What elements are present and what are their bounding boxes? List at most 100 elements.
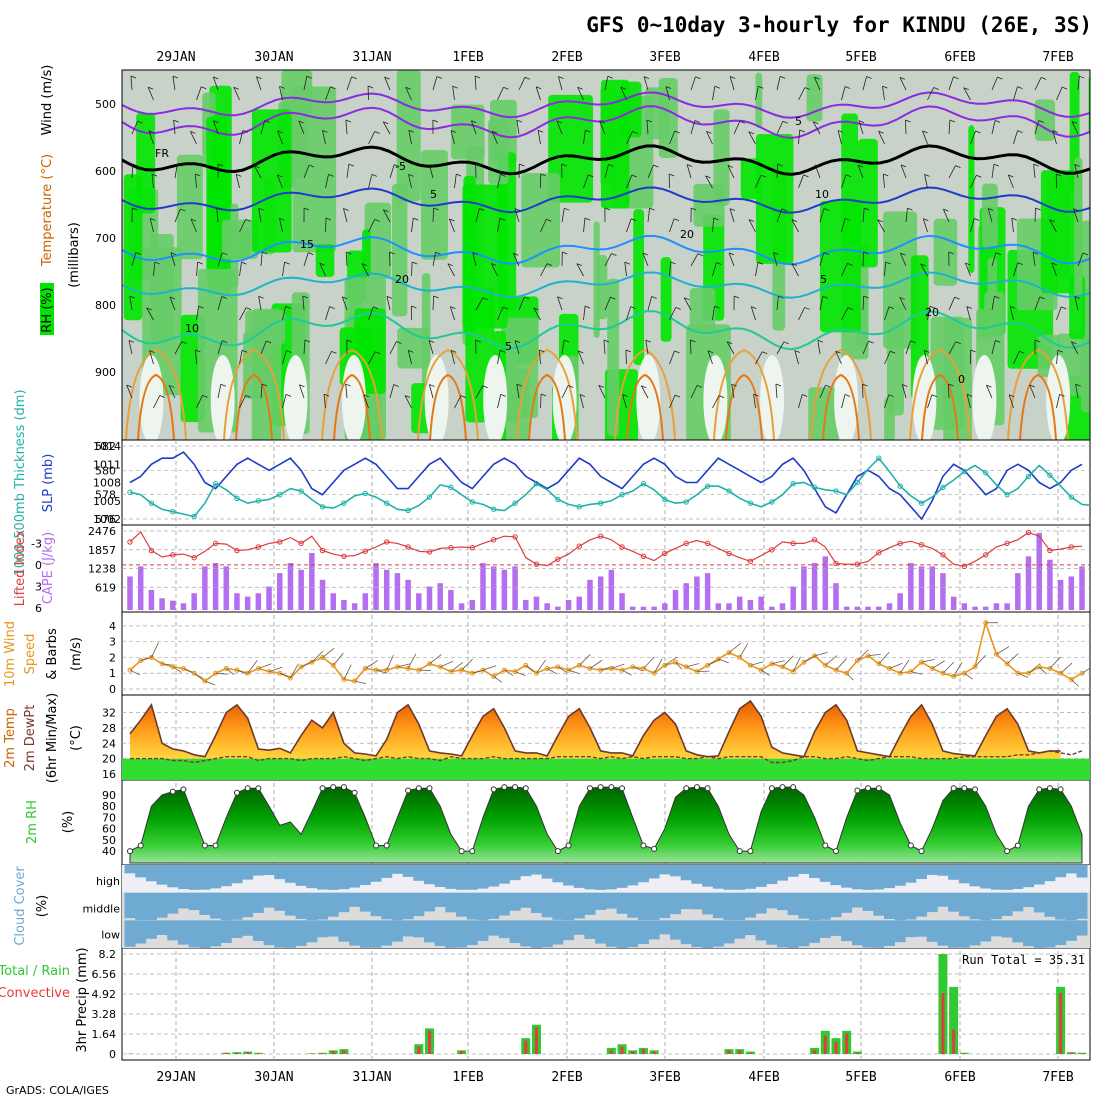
wind-barb-flag: [499, 217, 506, 221]
cloud-cell: [937, 865, 949, 876]
wind-barb-flag: [429, 340, 435, 343]
wind-barb: [1011, 218, 1014, 233]
cloud-cell: [958, 892, 970, 917]
wind-barb: [899, 297, 907, 311]
wind-barb-flag: [630, 306, 636, 309]
wind-barb-flag: [696, 385, 703, 388]
wind-barb: [970, 218, 975, 233]
wind-barb-flag: [825, 384, 831, 388]
wind-speed-point: [1015, 670, 1021, 676]
wind-barb-flag: [714, 85, 720, 89]
wind-barb-flag: [367, 85, 374, 89]
wind-barb-10m: [1017, 672, 1029, 678]
cloud-cell: [231, 892, 243, 920]
li-point: [191, 555, 197, 561]
wind-barb: [798, 307, 806, 321]
wind-speed-point: [844, 670, 850, 676]
wind-barb-flag: [568, 385, 574, 388]
wind-barb-10m: [792, 656, 801, 672]
wind-barb-flag: [931, 394, 938, 398]
wind-barb-10m: [675, 661, 683, 670]
wind-barb: [253, 165, 262, 179]
cloud-cell: [1065, 865, 1077, 874]
wind-barb-flag: [775, 383, 782, 387]
thickness-point: [790, 481, 796, 487]
cloud-cell: [177, 920, 189, 945]
wind-barb-flag: [646, 119, 653, 123]
wind-barb: [965, 262, 971, 277]
rh-point: [244, 785, 251, 792]
rh-point: [137, 842, 144, 849]
cape-bar: [383, 569, 390, 610]
cloud-cell: [327, 920, 339, 937]
precip-conv-bar: [952, 1029, 956, 1054]
wind-barb-flag: [649, 207, 655, 211]
wind-barb-flag: [642, 252, 648, 256]
wind-barb-flag: [847, 262, 853, 266]
wind-barb: [712, 395, 720, 409]
wind-barb: [690, 253, 699, 267]
wind-barb-flag: [1029, 384, 1035, 388]
wind-barb-flag: [491, 263, 497, 266]
wind-speed-point: [138, 658, 144, 664]
rh-dry-pocket: [341, 355, 366, 440]
wind-barb: [472, 252, 477, 267]
thickness-point: [918, 500, 925, 506]
rh-fill-patch: [362, 229, 371, 277]
precip-conv-bar: [620, 1046, 624, 1054]
wind-speed-point: [715, 656, 721, 662]
cloud-cell: [552, 892, 564, 920]
wind-barb-flag: [994, 119, 1001, 123]
cape-bar: [1036, 532, 1042, 610]
wind-barb-flag: [995, 340, 1001, 343]
cloud-cell: [926, 865, 938, 875]
cape-bar: [736, 596, 743, 610]
cloud-cell: [456, 920, 468, 948]
wind-barb: [577, 350, 584, 365]
wind-barb: [1013, 262, 1019, 277]
cape-bar: [683, 583, 689, 610]
wind-barb: [216, 208, 219, 223]
wind-barb: [217, 252, 223, 267]
wind-barb-10m: [268, 666, 283, 673]
wind-barb-10m: [193, 672, 204, 679]
wind-barb: [303, 164, 310, 179]
wind-barb-flag: [920, 263, 926, 267]
wind-barb-10m: [899, 659, 910, 674]
rh2m-units-axis-label: (%): [61, 811, 76, 834]
wind-barb: [882, 86, 885, 101]
wind-barb-10m: [718, 658, 729, 664]
wind-barb-flag: [910, 340, 916, 344]
wind-barb: [1073, 208, 1079, 223]
wind-barb-10m: [589, 659, 603, 669]
cloud-cell: [252, 920, 264, 942]
wind-barb-flag: [1075, 383, 1081, 387]
wind-barb: [497, 394, 502, 409]
wind-barb: [169, 296, 176, 311]
wind-barb: [516, 120, 520, 135]
wind-barb-10m: [857, 649, 869, 661]
wind-barb: [239, 307, 247, 321]
wind-speed-point: [1047, 665, 1053, 671]
date-label-top: 2FEB: [551, 50, 582, 65]
wind-barb-flag: [794, 350, 800, 353]
rh-point: [512, 784, 519, 791]
wind-barb: [561, 340, 565, 355]
wind-barb-flag: [345, 119, 352, 123]
wind-barb: [239, 350, 243, 365]
rh-point: [415, 785, 422, 792]
wind-barb: [153, 395, 161, 409]
wind-barb-flag: [405, 86, 411, 90]
axis-tick-slp: 1008: [93, 477, 121, 490]
cape-bar: [490, 566, 497, 610]
wind-speed-point: [255, 665, 261, 671]
wind-barb: [382, 209, 391, 223]
cape-bar: [950, 596, 957, 610]
wind-barb-flag: [450, 306, 456, 310]
boundary-contour: [909, 348, 971, 440]
thickness-point: [833, 488, 839, 494]
wind-barb-flag: [651, 296, 657, 299]
thickness-point: [662, 496, 668, 503]
cloud-cell: [359, 920, 371, 948]
wind-barb: [1070, 341, 1079, 355]
